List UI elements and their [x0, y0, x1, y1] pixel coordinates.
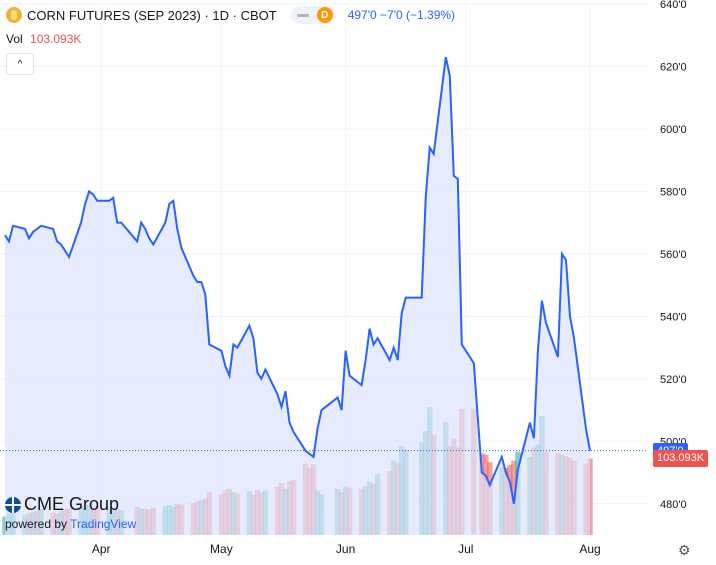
- time-tick-label: Jun: [336, 542, 355, 556]
- interval-pill[interactable]: D: [290, 6, 336, 24]
- price-area-fill: [5, 57, 590, 535]
- dash-icon: [296, 13, 309, 17]
- interval-badge: D: [316, 7, 333, 23]
- chevron-up-icon: ^: [17, 58, 23, 70]
- price-tick-label: 540'0: [660, 311, 687, 323]
- last-price-change: 497'0 −7'0 (−1.39%): [347, 8, 456, 22]
- price-tick-label: 600'0: [660, 124, 687, 136]
- cme-brand: CME Group: [5, 494, 119, 515]
- powered-by[interactable]: powered by TradingView: [5, 517, 136, 531]
- time-axis[interactable]: Apr May Jun Jul Aug: [92, 542, 601, 556]
- price-tick-label: 520'0: [660, 374, 687, 386]
- time-tick-label: Apr: [92, 542, 111, 556]
- chart-header: CORN FUTURES (SEP 2023) · 1D · CBOT D 49…: [6, 6, 455, 24]
- volume-value: 103.093K: [30, 32, 82, 46]
- time-tick-label: Aug: [579, 542, 600, 556]
- price-tick-label: 640'0: [660, 0, 687, 11]
- volume-legend: Vol 103.093K: [6, 32, 81, 46]
- collapse-legend-button[interactable]: ^: [6, 53, 34, 75]
- price-tick-label: 620'0: [660, 61, 687, 73]
- symbol-title[interactable]: CORN FUTURES (SEP 2023) · 1D · CBOT: [27, 7, 277, 23]
- time-tick-label: Jul: [458, 542, 473, 556]
- price-axis[interactable]: 480'0500'0520'0540'0560'0580'0600'0620'0…: [660, 0, 687, 511]
- cme-globe-icon: [5, 496, 21, 513]
- price-tick-label: 580'0: [660, 186, 687, 198]
- price-line[interactable]: [4, 56, 591, 504]
- price-tick-label: 560'0: [660, 249, 687, 261]
- volume-label: Vol: [6, 32, 23, 46]
- tradingview-link[interactable]: TradingView: [70, 517, 137, 531]
- price-tick-label: 480'0: [660, 499, 687, 511]
- brand-name: CME Group: [24, 494, 120, 514]
- time-tick-label: May: [210, 542, 233, 556]
- corn-logo-icon: [6, 7, 22, 23]
- powered-prefix: powered by: [5, 517, 68, 531]
- gear-icon[interactable]: ⚙: [678, 542, 691, 558]
- last-volume-tag: 103.093K: [653, 450, 709, 468]
